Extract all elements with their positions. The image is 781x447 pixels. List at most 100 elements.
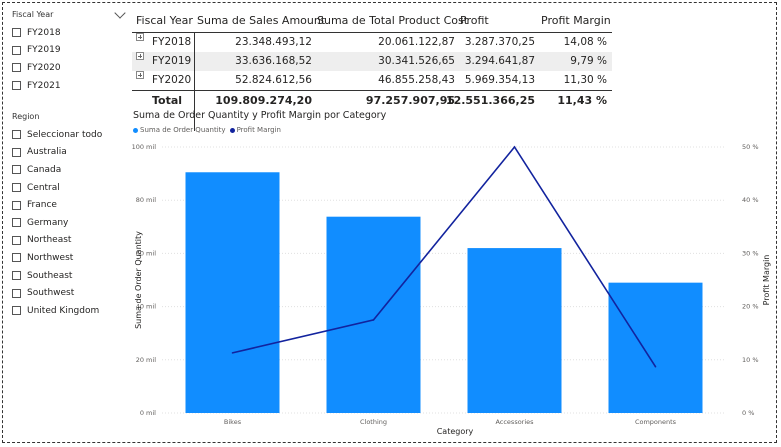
- matrix-cell-margin: 9,79 %: [570, 55, 607, 67]
- matrix-cell-margin: 11,30 %: [563, 74, 607, 86]
- line-point-accessories[interactable]: [513, 146, 516, 148]
- matrix-cell-sales: 33.636.168,52: [235, 55, 312, 67]
- matrix-header-fiscal-year[interactable]: Fiscal Year: [136, 14, 193, 27]
- region-item[interactable]: Canada: [12, 161, 102, 179]
- bar-accessories[interactable]: [467, 248, 562, 413]
- region-item[interactable]: Southeast: [12, 267, 102, 285]
- line-point-bikes[interactable]: [231, 352, 234, 354]
- matrix-total-row: Total 109.809.274,20 97.257.907,95 12.55…: [132, 90, 612, 111]
- bar-components[interactable]: [608, 282, 703, 413]
- matrix-cell-margin: 14,08 %: [563, 36, 607, 48]
- line-point-components[interactable]: [654, 365, 657, 368]
- report-canvas: [2, 2, 777, 443]
- region-item[interactable]: Central: [12, 179, 102, 197]
- fiscal-year-item[interactable]: FY2020: [12, 59, 61, 77]
- matrix-row[interactable]: FY2020 52.824.612,56 46.855.258,43 5.969.35…: [132, 71, 612, 90]
- checkbox[interactable]: [12, 183, 21, 193]
- checkbox[interactable]: [12, 81, 21, 91]
- region-item-label: France: [27, 200, 57, 211]
- y-tick-label: 20 mil: [136, 356, 156, 364]
- matrix-header-sales[interactable]: Suma de Sales Amount: [197, 14, 326, 27]
- fiscal-year-item[interactable]: FY2019: [12, 42, 61, 60]
- region-item-label: Canada: [27, 164, 62, 175]
- y2-axis-title: Profit Margin: [762, 255, 771, 306]
- matrix-header-row: Fiscal Year Suma de Sales Amount Suma de…: [132, 10, 612, 33]
- profit-margin-line[interactable]: [232, 145, 657, 368]
- checkbox[interactable]: [12, 271, 21, 281]
- x-tick-label: Bikes: [224, 418, 242, 426]
- y-tick-label: 0 mil: [140, 409, 156, 417]
- matrix-row[interactable]: FY2019 33.636.168,52 30.341.526,65 3.294.64…: [132, 52, 612, 71]
- fiscal-year-item-label: FY2018: [27, 27, 61, 38]
- bar-bikes[interactable]: [185, 172, 280, 413]
- checkbox[interactable]: [12, 147, 21, 157]
- expand-plus-icon[interactable]: [136, 71, 144, 79]
- expand-plus-icon[interactable]: [136, 33, 144, 41]
- matrix-cell-cost: 20.061.122,87: [378, 36, 455, 48]
- y-tick-label: 40 mil: [136, 303, 156, 311]
- bar-clothing[interactable]: [326, 216, 421, 413]
- region-item[interactable]: Northeast: [12, 232, 102, 250]
- checkbox[interactable]: [12, 218, 21, 228]
- fiscal-year-slicer: Fiscal Year FY2018 FY2019 FY2020 FY2021: [12, 10, 61, 94]
- region-item-label: Australia: [27, 147, 67, 158]
- checkbox[interactable]: [12, 253, 21, 263]
- chart-title: Suma de Order Quantity y Profit Margin p…: [133, 110, 387, 121]
- checkbox[interactable]: [12, 45, 21, 55]
- x-tick-label: Components: [635, 418, 677, 426]
- total-cost: 97.257.907,95: [365, 94, 455, 107]
- region-slicer-title: Region: [12, 112, 40, 121]
- y-tick-label: 100 mil: [132, 143, 157, 151]
- region-item[interactable]: Germany: [12, 214, 102, 232]
- region-item[interactable]: Australia: [12, 144, 102, 162]
- matrix-row[interactable]: FY2018 23.348.493,12 20.061.122,87 3.287.37…: [132, 33, 612, 52]
- matrix-divider: [194, 33, 195, 131]
- region-item-label: Germany: [27, 217, 69, 228]
- x-tick-label: Accessories: [495, 418, 534, 426]
- chart-legend: Suma de Order Quantity Profit Margin: [133, 126, 285, 134]
- checkbox[interactable]: [12, 130, 21, 140]
- line-point-clothing[interactable]: [372, 319, 375, 321]
- matrix-cell-profit: 3.294.641,87: [464, 55, 535, 67]
- checkbox[interactable]: [12, 63, 21, 73]
- region-item-label: Northwest: [27, 252, 74, 263]
- matrix-cell-cost: 30.341.526,65: [378, 55, 455, 67]
- matrix-header-margin[interactable]: Profit Margin: [541, 14, 611, 27]
- y2-tick-label: 10 %: [742, 356, 759, 364]
- matrix-cell-cost: 46.855.258,43: [378, 74, 455, 86]
- matrix-cell-year: FY2018: [152, 36, 192, 48]
- region-item[interactable]: Southwest: [12, 284, 102, 302]
- fiscal-year-item[interactable]: FY2021: [12, 77, 61, 95]
- fiscal-year-item[interactable]: FY2018: [12, 24, 61, 42]
- checkbox[interactable]: [12, 288, 21, 298]
- expand-plus-icon[interactable]: [136, 52, 144, 60]
- y2-tick-label: 0 %: [742, 409, 754, 417]
- y-tick-label: 80 mil: [136, 196, 156, 204]
- region-item-label: Southeast: [27, 270, 73, 281]
- region-item[interactable]: France: [12, 196, 102, 214]
- fiscal-year-slicer-title: Fiscal Year: [12, 10, 54, 19]
- checkbox[interactable]: [12, 235, 21, 245]
- matrix-cell-sales: 23.348.493,12: [235, 36, 312, 48]
- legend-label-profit-margin: Profit Margin: [236, 126, 281, 134]
- legend-item-order-quantity[interactable]: Suma de Order Quantity: [133, 126, 226, 134]
- y2-tick-label: 30 %: [742, 249, 759, 257]
- legend-label-order-quantity: Suma de Order Quantity: [140, 126, 226, 134]
- y2-tick-label: 40 %: [742, 196, 759, 204]
- checkbox[interactable]: [12, 28, 21, 38]
- matrix-header-cost[interactable]: Suma de Total Product Cost: [317, 14, 469, 27]
- legend-item-profit-margin[interactable]: Profit Margin: [229, 126, 281, 134]
- checkbox[interactable]: [12, 306, 21, 316]
- region-item[interactable]: Seleccionar todo: [12, 126, 102, 144]
- checkbox[interactable]: [12, 165, 21, 175]
- total-margin: 11,43 %: [557, 94, 607, 107]
- region-item[interactable]: Northwest: [12, 249, 102, 267]
- fiscal-year-item-label: FY2021: [27, 80, 61, 91]
- checkbox[interactable]: [12, 200, 21, 210]
- matrix-cell-profit: 5.969.354,13: [464, 74, 535, 86]
- y-axis-title: Suma de Order Quantity: [134, 231, 143, 329]
- region-item-label: Central: [27, 182, 60, 193]
- matrix-header-profit[interactable]: Profit: [460, 14, 489, 27]
- region-item[interactable]: United Kingdom: [12, 302, 102, 320]
